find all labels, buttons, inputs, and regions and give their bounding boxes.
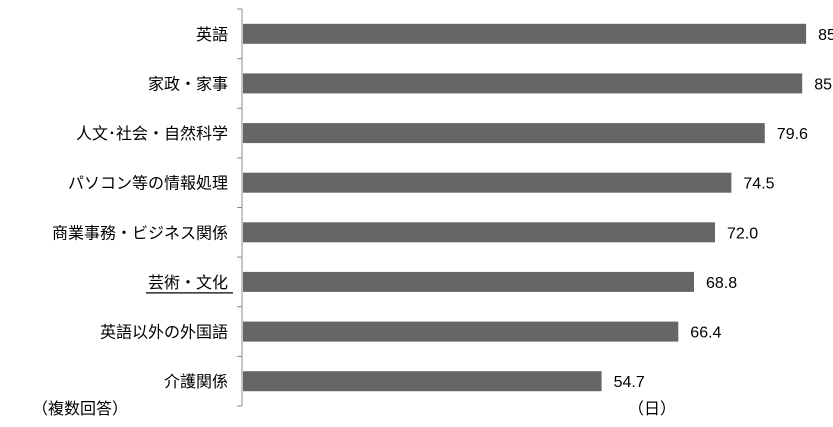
value-label: 72.0 bbox=[727, 225, 758, 242]
bar bbox=[243, 172, 732, 193]
category-label: 家政・家事 bbox=[148, 74, 228, 93]
category-label: 芸術・文化 bbox=[148, 273, 228, 292]
bar bbox=[243, 321, 679, 342]
chart-axis bbox=[237, 8, 243, 407]
category-label: 英語以外の外国語 bbox=[100, 323, 228, 342]
value-label: 54.7 bbox=[614, 374, 645, 391]
category-label: 商業事務・ビジネス関係 bbox=[52, 223, 228, 242]
value-label: 66.4 bbox=[690, 325, 721, 342]
bar bbox=[243, 23, 807, 44]
bar bbox=[243, 222, 715, 243]
bar bbox=[243, 73, 803, 94]
bar bbox=[243, 371, 602, 392]
category-label: パソコン等の情報処理 bbox=[68, 174, 228, 193]
value-unit-label: （日） bbox=[628, 399, 677, 418]
value-label: 68.8 bbox=[706, 275, 737, 292]
value-label: 79.6 bbox=[777, 126, 808, 143]
category-label: 人文･社会・自然科学 bbox=[76, 124, 228, 143]
chart-category-labels: 英語家政・家事人文･社会・自然科学パソコン等の情報処理商業事務・ビジネス関係芸術… bbox=[52, 25, 233, 391]
bar bbox=[243, 123, 765, 144]
category-label: 英語 bbox=[196, 25, 228, 44]
value-label: 74.5 bbox=[743, 176, 774, 193]
bar bbox=[243, 271, 694, 292]
chart-value-labels: 85.9 85.3 79.6 74.5 72.0 68.8 66.4 54.7 bbox=[614, 27, 833, 391]
value-label: 85.3 bbox=[814, 76, 833, 93]
chart-bars bbox=[243, 23, 807, 392]
category-label: 介護関係 bbox=[164, 372, 228, 391]
chart-footnote: （複数回答） bbox=[32, 399, 129, 418]
value-label: 85.9 bbox=[818, 27, 833, 44]
